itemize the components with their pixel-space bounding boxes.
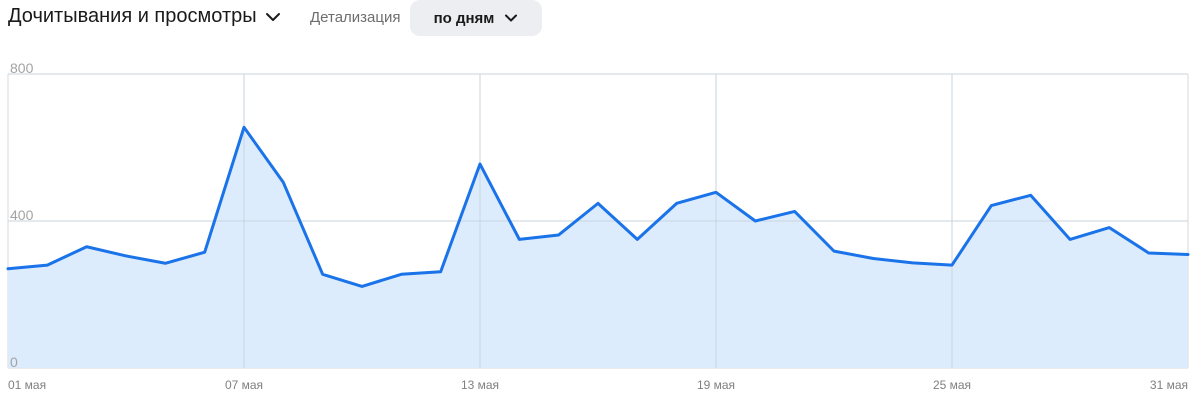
- x-tick-label: 31 мая: [1150, 378, 1188, 392]
- chevron-down-icon: [265, 12, 280, 21]
- detail-value: по дням: [433, 9, 495, 27]
- x-tick-label: 07 мая: [225, 378, 263, 392]
- x-tick-label: 19 мая: [697, 378, 735, 392]
- detail-dropdown[interactable]: по дням: [410, 0, 542, 36]
- detail-label: Детализация: [310, 9, 401, 26]
- x-ticks: 01 мая 07 мая 13 мая 19 мая 25 мая 31 мая: [8, 378, 1188, 392]
- y-tick-label: 0: [10, 354, 18, 370]
- y-ticks: 0 400 800: [10, 60, 34, 370]
- metric-title: Дочитывания и просмотры: [8, 5, 257, 27]
- y-tick-label: 400: [10, 207, 34, 223]
- metric-selector[interactable]: Дочитывания и просмотры: [8, 5, 281, 28]
- series-line: [6, 125, 1190, 288]
- series-area: [8, 127, 1188, 368]
- x-tick-label: 13 мая: [461, 378, 499, 392]
- chart-header: Дочитывания и просмотры Детализация по д…: [0, 0, 1200, 40]
- chevron-down-icon: [505, 14, 518, 22]
- line-layer: [6, 125, 1190, 288]
- area-layer: [8, 73, 1188, 368]
- y-tick-label: 800: [10, 60, 34, 76]
- x-tick-label: 25 мая: [933, 378, 971, 392]
- x-tick-label: 01 мая: [8, 378, 46, 392]
